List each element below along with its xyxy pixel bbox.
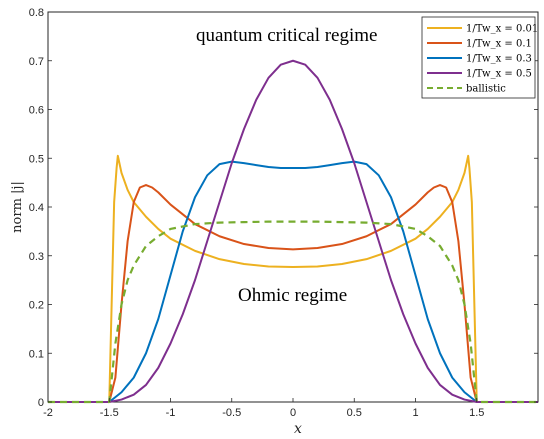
y-tick-label: 0.4 bbox=[29, 202, 44, 214]
legend-label-2: 1/Tw_x = 0.1 bbox=[466, 39, 532, 50]
x-tick-label: -0.5 bbox=[222, 407, 241, 419]
series-line-1 bbox=[48, 154, 538, 403]
x-tick-label: 0.5 bbox=[347, 407, 362, 419]
annotation-quantum-critical: quantum critical regime bbox=[196, 25, 377, 46]
legend-label-1: 1/Tw_x = 0.01 bbox=[466, 24, 538, 35]
x-axis-title: x bbox=[294, 421, 302, 437]
y-tick-label: 0.1 bbox=[29, 348, 44, 360]
legend-label-5: ballistic bbox=[466, 84, 506, 95]
x-tick-label: -1 bbox=[166, 407, 176, 419]
x-tick-label: -2 bbox=[43, 407, 53, 419]
x-tick-label: -1.5 bbox=[100, 407, 119, 419]
legend-items: 1/Tw_x = 0.01 1/Tw_x = 0.1 1/Tw_x = 0.3 1/T… bbox=[427, 24, 538, 95]
y-tick-label: 0.8 bbox=[29, 7, 44, 19]
x-tick-label: 1.5 bbox=[469, 407, 484, 419]
y-tick-label: 0.6 bbox=[29, 105, 44, 117]
y-tick-label: 0.7 bbox=[29, 56, 44, 68]
y-axis-title: norm |j| bbox=[10, 181, 25, 233]
y-tick-label: 0.3 bbox=[29, 251, 44, 263]
series-line-2 bbox=[48, 184, 538, 403]
series-line-3 bbox=[48, 160, 538, 403]
series-line-4 bbox=[48, 59, 538, 403]
y-tick-label: 0.2 bbox=[29, 300, 44, 312]
annotation-ohmic: Ohmic regime bbox=[238, 285, 347, 306]
legend: 1/Tw_x = 0.01 1/Tw_x = 0.1 1/Tw_x = 0.3 1/T… bbox=[421, 16, 538, 99]
y-tick-label: 0.5 bbox=[29, 153, 44, 165]
series-layer bbox=[48, 59, 538, 404]
series-line-5 bbox=[48, 220, 538, 404]
y-tick-label: 0 bbox=[38, 397, 44, 409]
legend-label-3: 1/Tw_x = 0.3 bbox=[466, 54, 532, 65]
ticks-layer: -2 -1.5 -1 -0.5 0 0.5 1 1.5 0 0.1 0.2 0.3 0.4 0.5 0.6 0… bbox=[29, 7, 538, 419]
legend-label-4: 1/Tw_x = 0.5 bbox=[466, 69, 532, 80]
x-tick-label: 1 bbox=[412, 407, 418, 419]
x-tick-label: 0 bbox=[290, 407, 296, 419]
